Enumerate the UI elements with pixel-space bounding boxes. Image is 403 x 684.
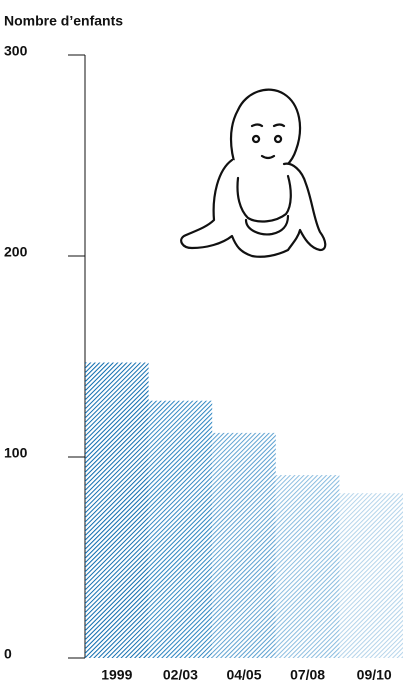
- x-tick-label: 07/08: [290, 667, 325, 683]
- bar: [148, 400, 213, 658]
- bar: [339, 493, 403, 658]
- y-tick-label: 300: [4, 43, 28, 59]
- chart-title: Nombre d’enfants: [4, 13, 123, 29]
- x-tick-label: 02/03: [163, 667, 198, 683]
- bar: [275, 475, 340, 658]
- bar: [212, 432, 276, 658]
- y-tick-label: 100: [4, 445, 28, 461]
- x-tick-label: 09/10: [357, 667, 392, 683]
- y-tick-label: 0: [4, 646, 12, 662]
- x-tick-label: 04/05: [226, 667, 261, 683]
- bar: [85, 362, 149, 658]
- baby-illustration: [180, 88, 327, 258]
- x-tick-label: 1999: [101, 667, 132, 683]
- y-tick-label: 200: [4, 244, 28, 260]
